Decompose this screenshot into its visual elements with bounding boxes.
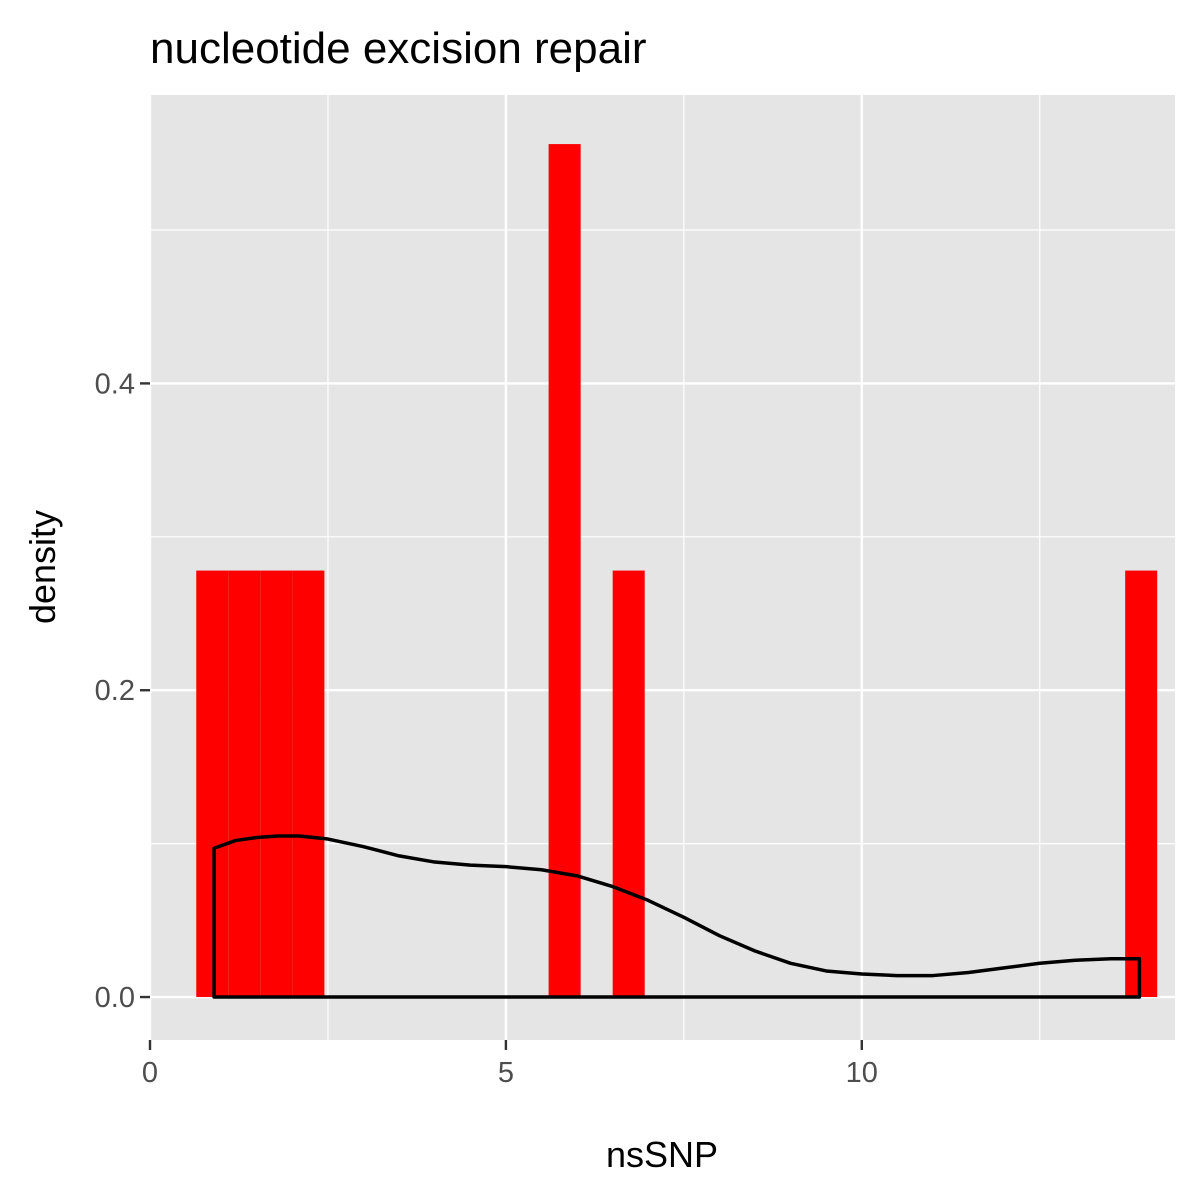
histogram-bars (196, 144, 1158, 998)
histogram-bar (1125, 570, 1158, 998)
x-tick-label: 10 (846, 1057, 878, 1089)
x-axis: 0 5 10 (142, 1040, 878, 1089)
x-tick-label: 5 (498, 1057, 514, 1089)
histogram-bar (260, 570, 293, 998)
y-axis: 0.0 0.2 0.4 (95, 368, 150, 1014)
histogram-bar (196, 570, 229, 998)
y-axis-label: density (22, 510, 63, 624)
histogram-bar (228, 570, 261, 998)
chart-title: nucleotide excision repair (150, 24, 647, 73)
density-curve (212, 834, 1142, 999)
y-tick-label: 0.2 (95, 675, 135, 707)
y-tick-label: 0.0 (95, 982, 135, 1014)
histogram-bar (612, 570, 645, 998)
x-axis-label: nsSNP (606, 1134, 718, 1175)
density-curve-group (212, 834, 1142, 999)
x-tick-label: 0 (142, 1057, 158, 1089)
histogram-bar (548, 144, 581, 998)
histogram-bar (292, 570, 325, 998)
y-tick-label: 0.4 (95, 368, 135, 400)
